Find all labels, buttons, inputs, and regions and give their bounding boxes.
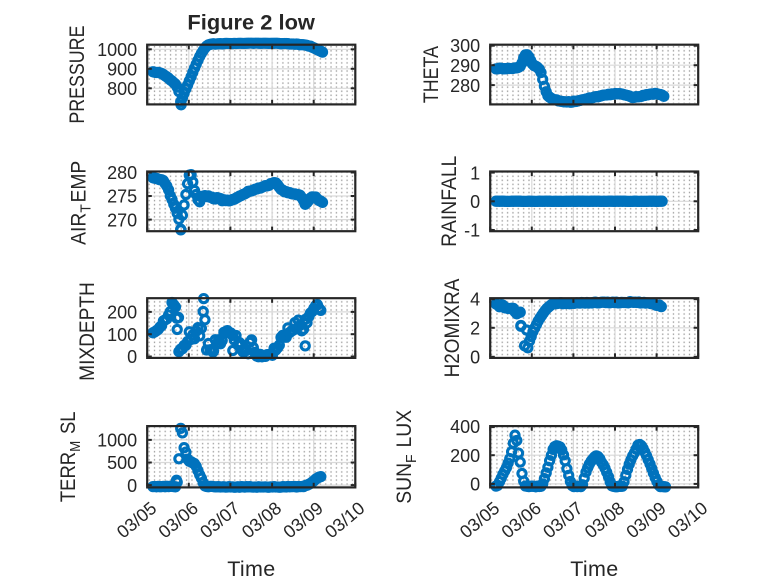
svg-text:280: 280 bbox=[107, 163, 137, 183]
svg-text:0: 0 bbox=[470, 348, 480, 368]
svg-text:SUNF LUX: SUNF LUX bbox=[393, 409, 420, 503]
svg-text:4: 4 bbox=[470, 290, 480, 310]
svg-text:900: 900 bbox=[107, 60, 137, 80]
svg-text:THETA: THETA bbox=[420, 46, 444, 103]
svg-text:Time: Time bbox=[570, 557, 618, 581]
svg-text:MIXDEPTH: MIXDEPTH bbox=[76, 282, 99, 381]
svg-text:0: 0 bbox=[470, 192, 480, 212]
svg-text:290: 290 bbox=[450, 56, 480, 76]
svg-text:0: 0 bbox=[127, 347, 137, 367]
svg-text:200: 200 bbox=[107, 303, 137, 323]
svg-text:500: 500 bbox=[107, 453, 137, 473]
svg-text:AIRT EMP: AIRT EMP bbox=[68, 161, 95, 245]
svg-text:1000: 1000 bbox=[97, 431, 137, 451]
svg-text:2: 2 bbox=[470, 319, 480, 339]
svg-text:TERRM SL: TERRM SL bbox=[57, 411, 84, 502]
svg-text:-1: -1 bbox=[464, 221, 480, 241]
svg-text:280: 280 bbox=[450, 76, 480, 96]
svg-text:300: 300 bbox=[450, 36, 480, 56]
svg-text:275: 275 bbox=[107, 187, 137, 207]
svg-text:100: 100 bbox=[107, 325, 137, 345]
svg-text:200: 200 bbox=[450, 446, 480, 466]
svg-text:270: 270 bbox=[107, 210, 137, 230]
svg-text:H2OMIXRA: H2OMIXRA bbox=[441, 278, 464, 377]
svg-text:1000: 1000 bbox=[97, 40, 137, 60]
svg-text:1: 1 bbox=[470, 163, 480, 183]
svg-text:RAINFALL: RAINFALL bbox=[438, 156, 461, 247]
svg-text:0: 0 bbox=[127, 476, 137, 496]
svg-text:PRESSURE: PRESSURE bbox=[66, 26, 90, 124]
svg-text:Time: Time bbox=[227, 557, 275, 581]
svg-text:Figure 2 low: Figure 2 low bbox=[187, 12, 315, 35]
svg-text:800: 800 bbox=[107, 79, 137, 99]
svg-text:400: 400 bbox=[450, 417, 480, 437]
svg-text:0: 0 bbox=[470, 475, 480, 495]
